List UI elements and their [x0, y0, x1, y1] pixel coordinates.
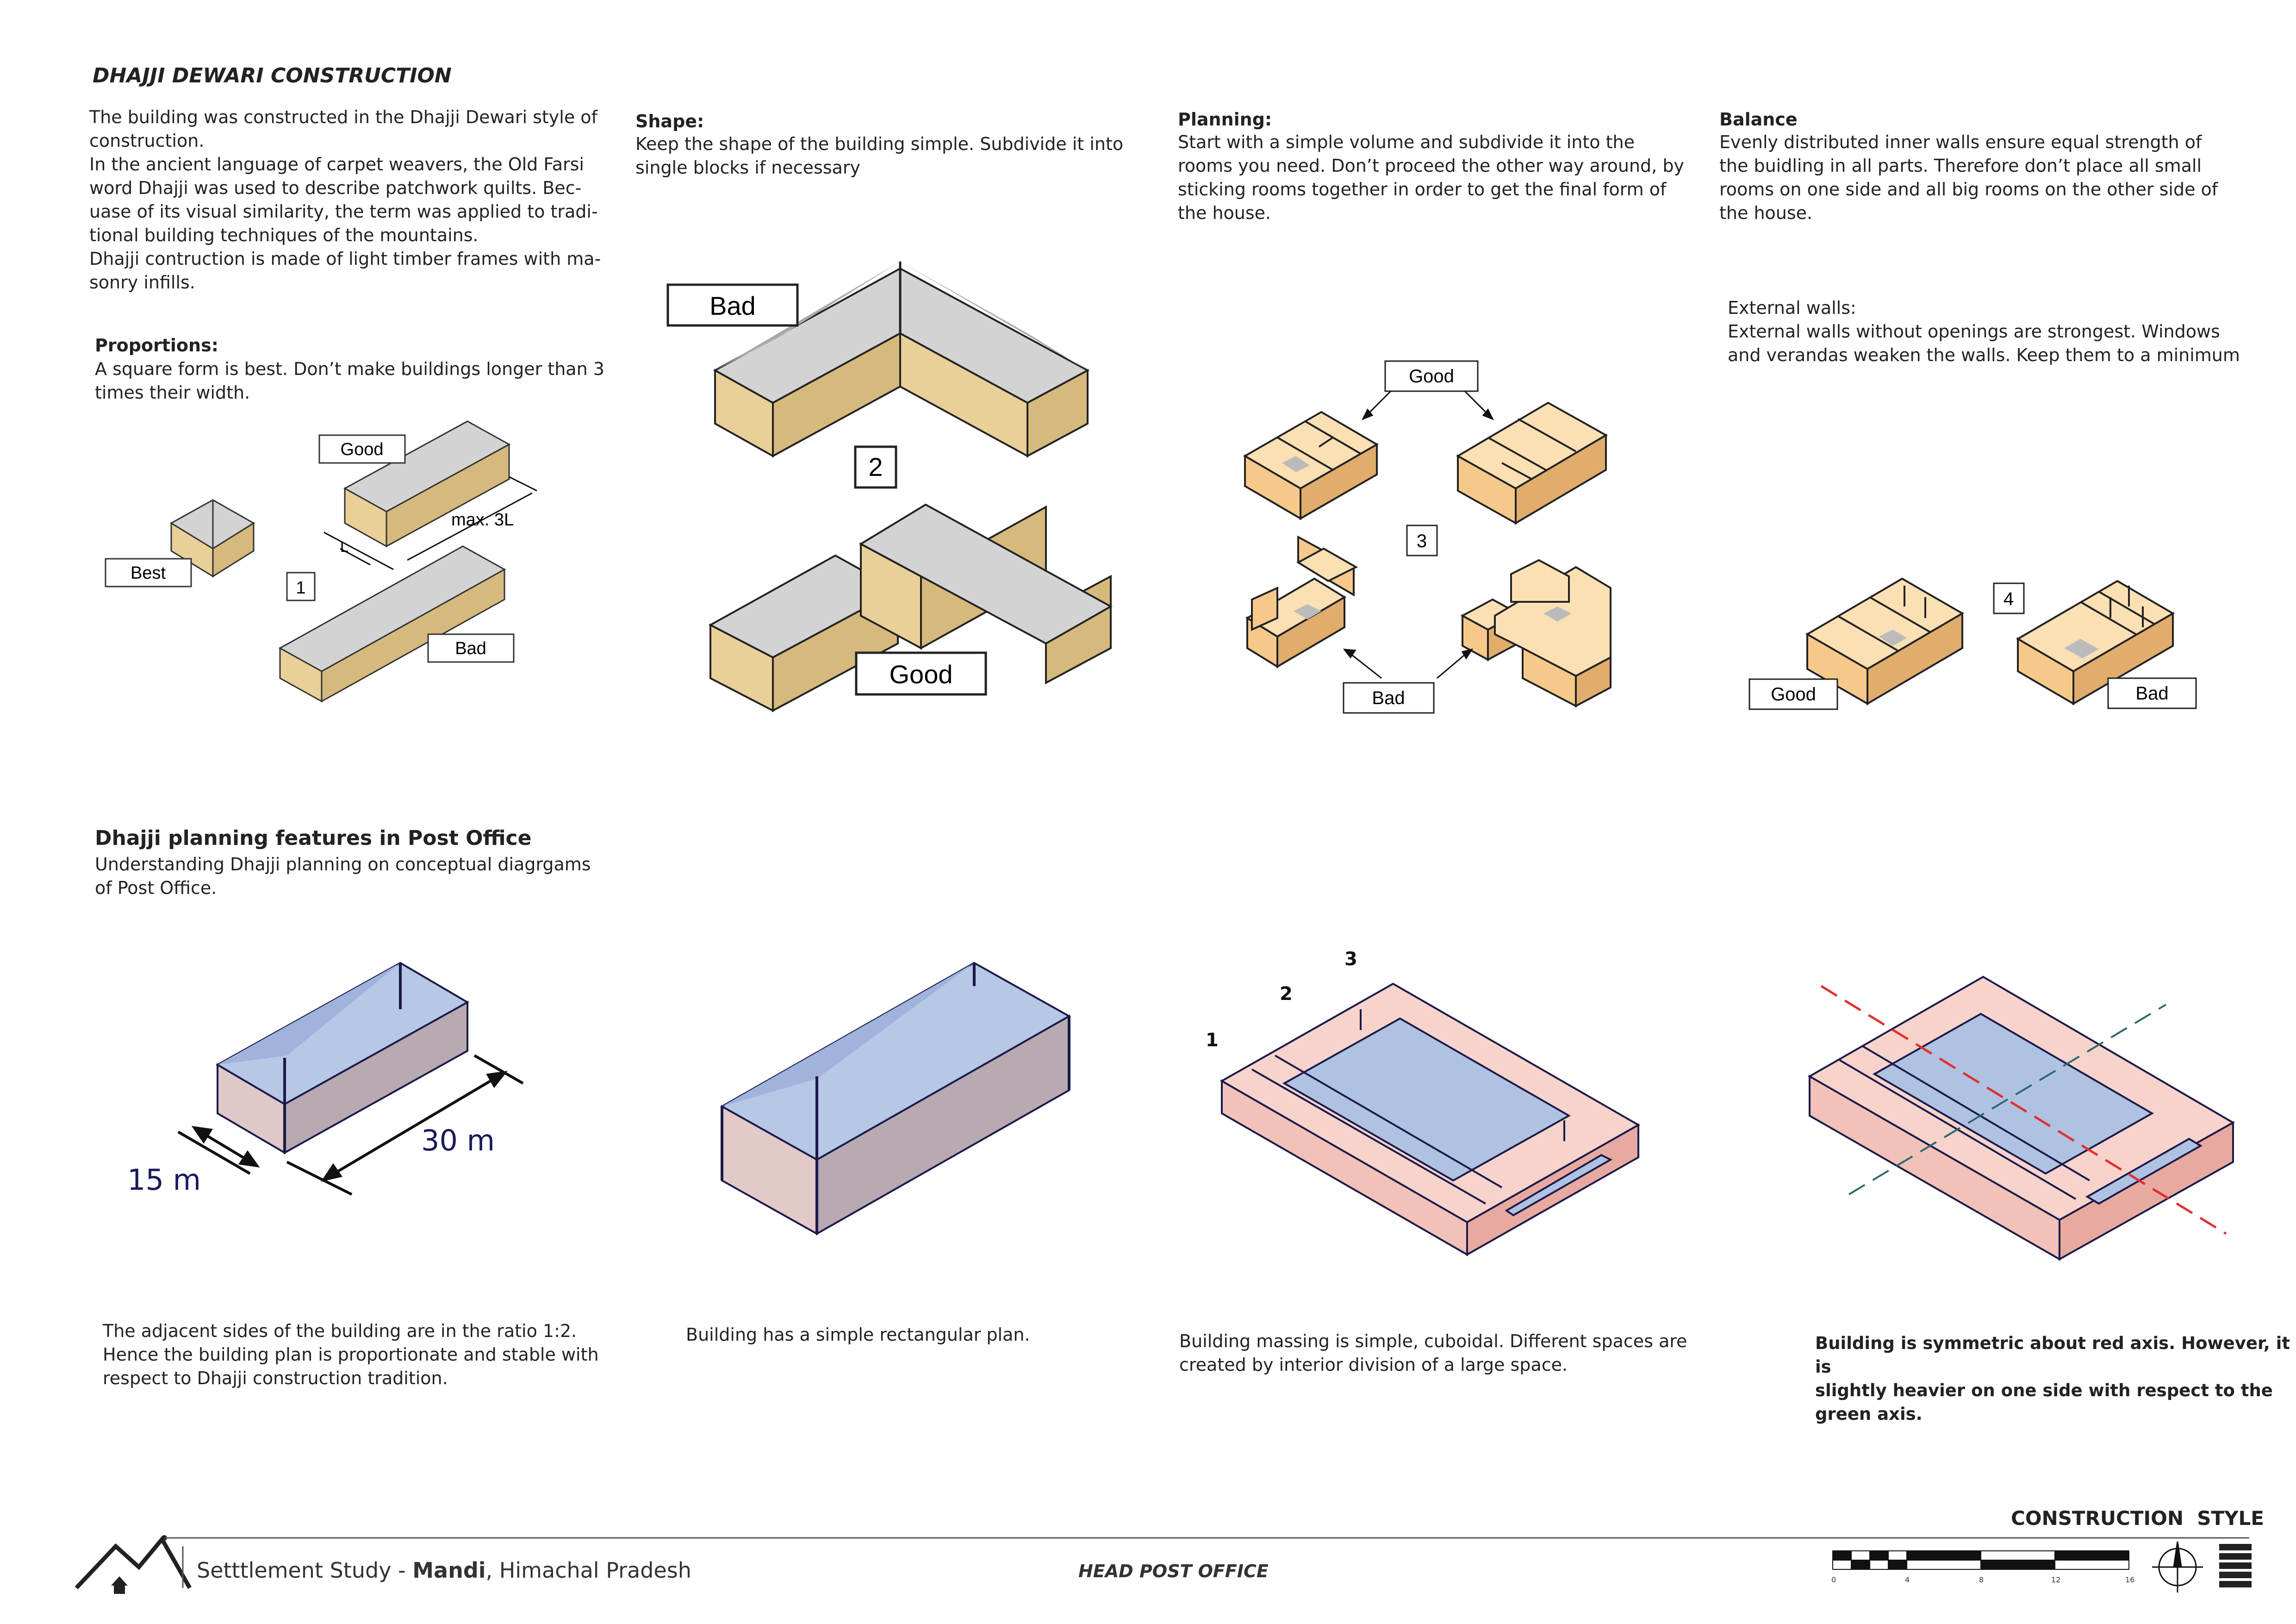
- po-caption-3: Building massing is simple, cuboidal. Di…: [1179, 1331, 1687, 1375]
- number-box-3: 3: [1406, 525, 1438, 556]
- bad-plan-b: [1460, 559, 1612, 708]
- scale-bar: [1832, 1550, 2129, 1570]
- dim-width-label: 15 m: [127, 1163, 201, 1197]
- space-label-2: 2: [1280, 983, 1293, 1005]
- balance-bad-plan: [2016, 580, 2175, 706]
- good-block: [343, 420, 511, 548]
- number-3: 3: [1417, 531, 1427, 551]
- shape-heading: Shape:: [635, 111, 704, 131]
- balance-heading: Balance: [1719, 109, 1798, 130]
- number-box-2: 2: [854, 445, 897, 489]
- planning-bad-label-box: Bad: [1343, 682, 1435, 714]
- svg-text:0: 0: [1831, 1575, 1836, 1584]
- good-split-blocks: [708, 503, 1113, 712]
- planning-good-label: Good: [1409, 366, 1454, 387]
- number-box-4: 4: [1993, 582, 2025, 614]
- post-office-text: Understanding Dhajji planning on concept…: [95, 854, 591, 898]
- shape-good-label: Good: [890, 660, 953, 689]
- scale-ticks: 0 4 8 12 16: [1831, 1575, 2134, 1584]
- balance-good-plan: [1805, 577, 1964, 706]
- svg-text:16: 16: [2125, 1575, 2134, 1584]
- balance-text: Evenly distributed inner walls ensure eq…: [1719, 132, 2218, 223]
- proportions-text: A square form is best. Don’t make buildi…: [95, 359, 604, 403]
- balance-bad-label: Bad: [2135, 683, 2168, 704]
- dimension-lines: [324, 476, 537, 570]
- intro-text: The building was constructed in the Dhaj…: [89, 107, 601, 293]
- po-plan-divided: [1220, 982, 1641, 1256]
- number-4: 4: [2004, 589, 2014, 609]
- svg-text:4: 4: [1905, 1575, 1910, 1584]
- po-block-simple: [720, 962, 1071, 1236]
- balance-bad-label-box: Bad: [2107, 677, 2197, 709]
- number-1: 1: [296, 578, 305, 598]
- sheet-title: CONSTRUCTION STYLE: [2011, 1507, 2264, 1530]
- north-arrow-icon: [2152, 1541, 2203, 1593]
- sheet-stack-icon: [2219, 1544, 2252, 1587]
- shape-good-label-box: Good: [855, 651, 987, 696]
- good-plan-b: [1456, 401, 1608, 525]
- svg-text:8: 8: [1979, 1575, 1984, 1584]
- good-label: Good: [341, 440, 384, 459]
- proportions-heading: Proportions:: [95, 335, 218, 356]
- po-block-dimensioned: [215, 962, 470, 1155]
- bad-l-shape: [713, 262, 1090, 458]
- bad-plan-a: [1245, 535, 1358, 668]
- bad-block: [278, 545, 506, 703]
- planning-arrows: [1343, 390, 1494, 679]
- mountain-logo: [75, 1536, 192, 1590]
- house-icon: [111, 1576, 128, 1594]
- planning-good-label-box: Good: [1384, 360, 1479, 392]
- settlement-prefix: Setttlement Study -: [197, 1558, 413, 1583]
- good-label-box: Good: [318, 434, 406, 464]
- planning-heading: Planning:: [1178, 109, 1272, 130]
- space-label-1: 1: [1206, 1030, 1219, 1051]
- best-block: [170, 499, 255, 578]
- post-office-heading: Dhajji planning features in Post Office: [95, 826, 532, 850]
- l-label: L: [340, 538, 348, 555]
- svg-text:12: 12: [2051, 1575, 2060, 1584]
- proportions-diagram: Best Good Bad 1 max. 3L L: [105, 420, 537, 703]
- bad-label-box: Bad: [427, 633, 515, 663]
- green-axis: [1848, 1004, 2167, 1195]
- red-axis: [1820, 985, 2227, 1235]
- planning-bad-label: Bad: [1372, 688, 1405, 708]
- settlement-title: Setttlement Study - Mandi, Himachal Prad…: [197, 1558, 691, 1583]
- max-3l-label: max. 3L: [451, 510, 514, 530]
- balance-diagram: Good Bad 4: [1748, 577, 2197, 710]
- po-caption-4: Building is symmetric about red axis. Ho…: [1815, 1333, 2290, 1424]
- external-walls-text: External walls: External walls without o…: [1728, 298, 2240, 365]
- po-caption-1: The adjacent sides of the building are i…: [103, 1321, 599, 1388]
- good-plan-a: [1243, 411, 1379, 520]
- shape-text: Keep the shape of the building simple. S…: [635, 134, 1124, 178]
- best-label-box: Best: [105, 558, 192, 587]
- balance-good-label-box: Good: [1748, 678, 1838, 710]
- building-name: HEAD POST OFFICE: [1078, 1561, 1269, 1581]
- dim-length-label: 30 m: [421, 1124, 495, 1157]
- settlement-suffix: , Himachal Pradesh: [485, 1558, 691, 1583]
- planning-diagram: Good Bad 3: [1243, 360, 1612, 714]
- space-label-3: 3: [1344, 949, 1357, 970]
- post-office-diagrams: 15 m 30 m 1 2 3: [127, 949, 2235, 1261]
- shape-diagram: Bad Good 2: [666, 262, 1113, 712]
- shape-bad-label-box: Bad: [666, 283, 799, 327]
- number-2: 2: [868, 452, 883, 481]
- shape-bad-label: Bad: [709, 291, 756, 320]
- number-box-1: 1: [286, 572, 316, 601]
- best-label: Best: [131, 563, 166, 583]
- settlement-city: Mandi: [412, 1558, 486, 1583]
- page-title: DHAJJI DEWARI CONSTRUCTION: [93, 64, 452, 87]
- po-dimension-arrows: [177, 1054, 524, 1196]
- bad-label: Bad: [455, 639, 486, 658]
- planning-text: Start with a simple volume and subdivide…: [1178, 132, 1684, 223]
- balance-good-label: Good: [1771, 684, 1816, 705]
- po-caption-2: Building has a simple rectangular plan.: [686, 1324, 1030, 1345]
